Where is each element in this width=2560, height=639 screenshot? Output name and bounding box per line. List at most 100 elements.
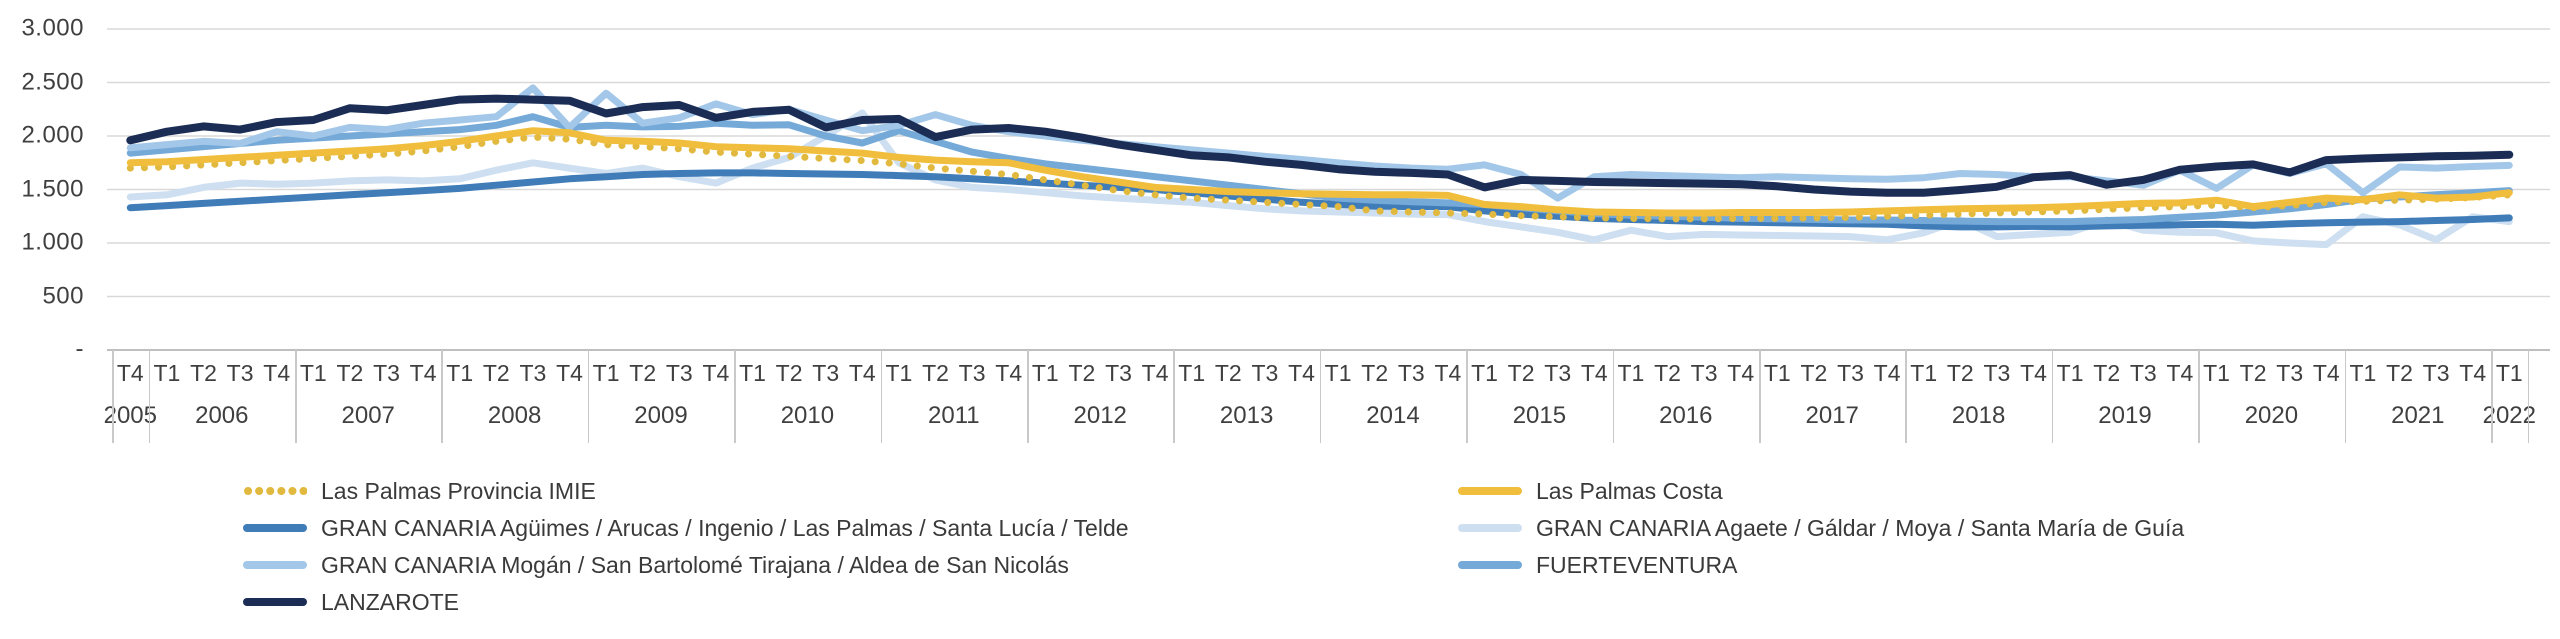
quarter-label: T1 <box>1471 360 1498 386</box>
legend-swatch-dotted <box>244 487 307 495</box>
year-label: 2009 <box>634 402 688 429</box>
year-label: 2019 <box>2098 402 2152 429</box>
year-label: 2015 <box>1512 402 1567 429</box>
quarter-label: T2 <box>1068 360 1096 386</box>
year-label: 2011 <box>927 402 980 429</box>
quarter-label: T1 <box>1178 360 1206 386</box>
legend-item: LANZAROTE <box>243 589 459 615</box>
series-line-6 <box>126 94 2514 197</box>
year-label: 2010 <box>780 402 835 429</box>
quarter-label: T3 <box>958 360 986 386</box>
quarter-label: T1 <box>2495 360 2523 386</box>
legend-swatch <box>1458 487 1522 495</box>
quarter-label: T3 <box>1397 360 1425 386</box>
quarter-label: T2 <box>1654 360 1681 386</box>
quarter-label: T1 <box>885 360 913 386</box>
series-line-1 <box>126 127 2513 217</box>
quarter-label: T1 <box>592 360 620 386</box>
year-separator <box>2527 350 2530 443</box>
legend-swatch <box>243 524 307 532</box>
quarter-label: T1 <box>1324 360 1352 386</box>
quarter-label: T2 <box>629 360 657 386</box>
quarter-label: T4 <box>263 360 291 386</box>
legend-label: GRAN CANARIA Agaete / Gáldar / Moya / Sa… <box>1536 514 2185 541</box>
series-line-2 <box>126 169 2513 231</box>
quarter-label: T2 <box>336 360 364 386</box>
quarter-label: T2 <box>1800 360 1828 386</box>
quarter-label: T2 <box>190 360 217 386</box>
quarter-label: T2 <box>1214 360 1242 386</box>
year-label: 2017 <box>1805 402 1859 429</box>
year-separator <box>2344 350 2347 443</box>
year-separator <box>1759 350 1761 443</box>
year-label: 2021 <box>2391 402 2445 429</box>
year-separator <box>587 350 590 443</box>
quarter-label: T1 <box>299 360 327 386</box>
quarter-label: T4 <box>1141 360 1169 386</box>
quarter-label: T1 <box>1617 360 1645 386</box>
series-lines <box>126 84 2514 249</box>
year-separator <box>1173 350 1175 443</box>
quarter-label: T4 <box>1873 360 1901 386</box>
quarter-label: T1 <box>739 360 766 386</box>
quarter-label: T4 <box>702 360 730 386</box>
quarter-label: T1 <box>153 360 181 386</box>
year-separator <box>1319 350 1322 443</box>
quarter-label: T3 <box>2129 360 2157 386</box>
quarter-label: T4 <box>409 360 437 386</box>
legend-item: GRAN CANARIA Agüimes / Arucas / Ingenio … <box>243 515 1129 541</box>
legend-label: Las Palmas Provincia IMIE <box>321 477 596 504</box>
legend-item: Las Palmas Provincia IMIE <box>243 478 596 504</box>
quarter-label: T1 <box>1031 360 1059 386</box>
year-label: 2020 <box>2244 402 2299 429</box>
year-separator <box>295 350 297 443</box>
quarter-label: T4 <box>2166 360 2194 386</box>
year-separator <box>2491 350 2493 443</box>
quarter-label: T3 <box>812 360 840 386</box>
quarter-label: T3 <box>2422 360 2450 386</box>
quarter-label: T2 <box>1946 360 1974 386</box>
quarter-label: T1 <box>1910 360 1938 386</box>
year-label: 2014 <box>1366 402 1420 429</box>
quarter-label: T4 <box>1727 360 1755 386</box>
quarter-label: T4 <box>1580 360 1608 386</box>
quarter-label: T2 <box>922 360 949 386</box>
quarter-label: T3 <box>1837 360 1864 386</box>
year-separator <box>1466 350 1468 443</box>
year-label: 2018 <box>1951 402 2006 429</box>
y-axis-label: 3.000 <box>21 14 84 42</box>
legend-item: Las Palmas Costa <box>1458 478 1723 504</box>
legend-item: GRAN CANARIA Agaete / Gáldar / Moya / Sa… <box>1458 515 2184 541</box>
quarter-label: T2 <box>2093 360 2121 386</box>
quarter-label: T1 <box>2056 360 2084 386</box>
quarter-label: T1 <box>2349 360 2377 386</box>
series-line-4 <box>126 84 2513 202</box>
year-separator <box>1027 350 1029 443</box>
legend-label: GRAN CANARIA Agüimes / Arucas / Ingenio … <box>321 514 1129 541</box>
quarter-label: T3 <box>519 360 547 386</box>
quarter-label: T1 <box>1763 360 1791 386</box>
legend-label: Las Palmas Costa <box>1536 477 1723 504</box>
quarter-label: T4 <box>1434 360 1462 386</box>
quarter-label: T4 <box>2459 360 2487 386</box>
quarter-label: T4 <box>556 360 583 386</box>
year-separator <box>2198 350 2200 443</box>
series-line-0 <box>126 133 2513 223</box>
quarter-label: T4 <box>995 360 1023 386</box>
year-label: 2006 <box>195 402 249 429</box>
y-axis-label: 1.000 <box>21 228 84 256</box>
quarter-label: T3 <box>1983 360 2011 386</box>
year-label: 2007 <box>341 402 395 429</box>
year-separator <box>441 350 443 443</box>
year-separator <box>2051 350 2054 443</box>
quarter-label: T1 <box>446 360 474 386</box>
quarter-label: T3 <box>1105 360 1132 386</box>
quarter-label: T4 <box>848 360 876 386</box>
quarter-label: T4 <box>2020 360 2047 386</box>
year-separator <box>1905 350 1907 443</box>
quarter-label: T2 <box>1507 360 1535 386</box>
quarter-label: T3 <box>1544 360 1572 386</box>
quarter-label: T3 <box>665 360 693 386</box>
